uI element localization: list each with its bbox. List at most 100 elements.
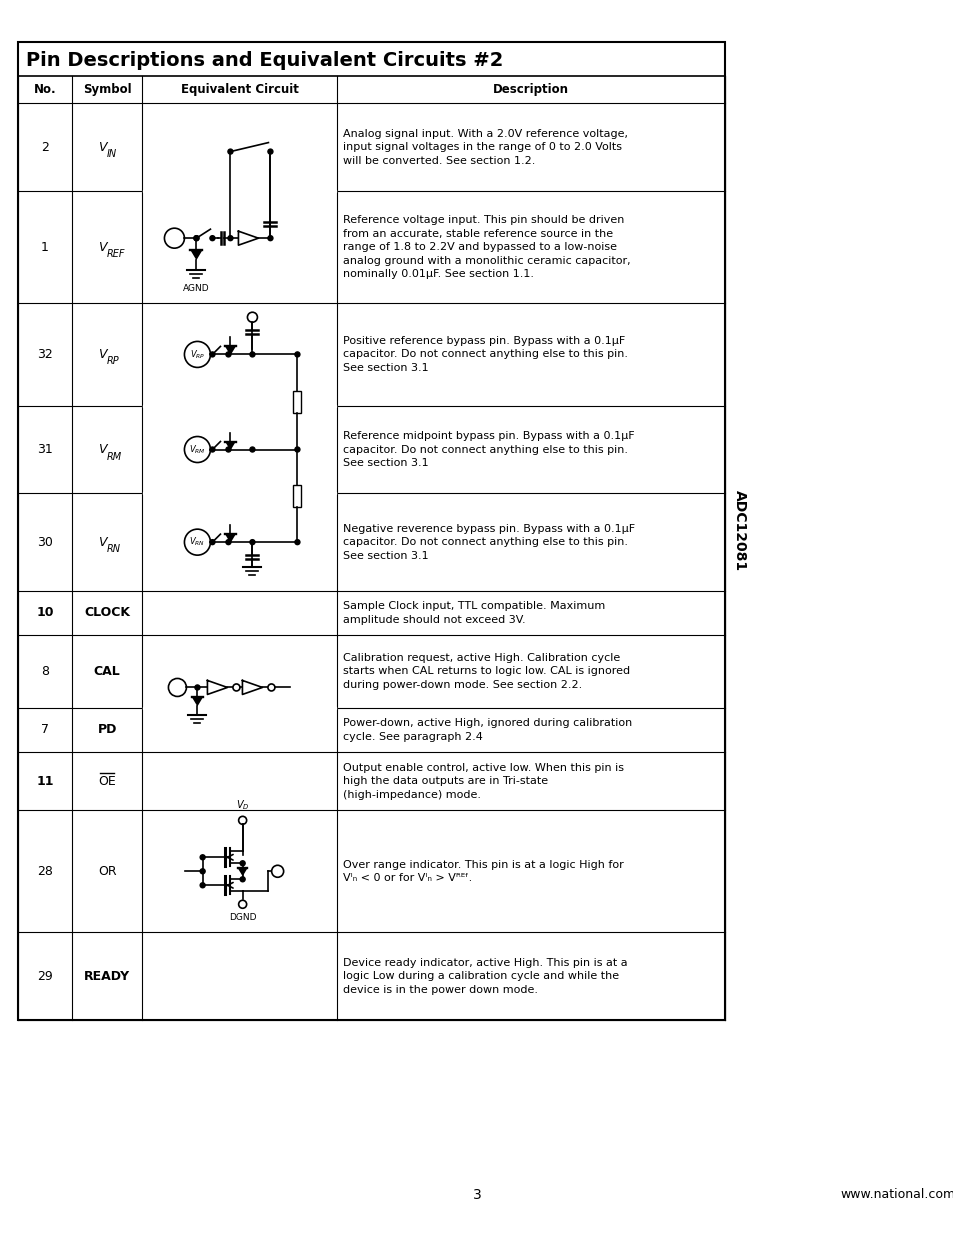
Text: www.national.com: www.national.com (840, 1188, 953, 1202)
Text: See section 3.1: See section 3.1 (342, 363, 428, 373)
Circle shape (210, 236, 214, 241)
Text: capacitor. Do not connect anything else to this pin.: capacitor. Do not connect anything else … (342, 350, 627, 359)
Text: 7: 7 (41, 724, 49, 736)
Text: amplitude should not exceed 3V.: amplitude should not exceed 3V. (342, 615, 525, 625)
Polygon shape (242, 680, 262, 694)
Circle shape (233, 684, 240, 690)
Circle shape (294, 352, 299, 357)
Text: Negative reverence bypass pin. Bypass with a 0.1μF: Negative reverence bypass pin. Bypass wi… (342, 524, 635, 534)
Text: 3: 3 (472, 1188, 481, 1202)
Circle shape (193, 236, 199, 241)
Text: Reference midpoint bypass pin. Bypass with a 0.1μF: Reference midpoint bypass pin. Bypass wi… (342, 431, 634, 441)
Text: RN: RN (107, 545, 121, 555)
Text: Reference voltage input. This pin should be driven: Reference voltage input. This pin should… (342, 215, 623, 225)
Polygon shape (238, 231, 258, 246)
Circle shape (238, 900, 247, 908)
Circle shape (226, 447, 231, 452)
Text: $V_{RN}$: $V_{RN}$ (190, 536, 205, 548)
Text: Symbol: Symbol (83, 83, 132, 96)
Circle shape (268, 236, 273, 241)
Text: device is in the power down mode.: device is in the power down mode. (342, 984, 537, 994)
Circle shape (268, 684, 274, 690)
Text: nominally 0.01μF. See section 1.1.: nominally 0.01μF. See section 1.1. (342, 269, 534, 279)
Text: will be converted. See section 1.2.: will be converted. See section 1.2. (342, 156, 535, 165)
Text: $V_D$: $V_D$ (235, 799, 249, 813)
Text: during power-down mode. See section 2.2.: during power-down mode. See section 2.2. (342, 679, 581, 690)
Bar (18, 42, 724, 1020)
Bar (294, 391, 301, 412)
Polygon shape (207, 680, 227, 694)
Bar (143, 405, 335, 406)
Text: Positive reference bypass pin. Bypass with a 0.1μF: Positive reference bypass pin. Bypass wi… (342, 336, 624, 346)
Text: Pin Descriptions and Equivalent Circuits #2: Pin Descriptions and Equivalent Circuits… (26, 51, 503, 69)
Polygon shape (225, 347, 235, 356)
Text: high the data outputs are in Tri-state: high the data outputs are in Tri-state (342, 776, 547, 785)
Text: Analog signal input. With a 2.0V reference voltage,: Analog signal input. With a 2.0V referen… (342, 128, 627, 138)
Text: Power-down, active High, ignored during calibration: Power-down, active High, ignored during … (342, 718, 632, 729)
Text: 28: 28 (37, 864, 52, 878)
Text: Vᴵₙ < 0 or for Vᴵₙ > Vᴿᴱᶠ.: Vᴵₙ < 0 or for Vᴵₙ > Vᴿᴱᶠ. (342, 873, 472, 883)
Circle shape (238, 816, 247, 824)
Circle shape (268, 149, 273, 154)
Text: Device ready indicator, active High. This pin is at a: Device ready indicator, active High. Thi… (342, 957, 627, 967)
Text: capacitor. Do not connect anything else to this pin.: capacitor. Do not connect anything else … (342, 537, 627, 547)
Bar (294, 485, 301, 506)
Polygon shape (192, 698, 203, 706)
Text: DGND: DGND (229, 913, 256, 923)
Text: 8: 8 (41, 664, 49, 678)
Circle shape (193, 236, 199, 241)
Text: Equivalent Circuit: Equivalent Circuit (180, 83, 298, 96)
Text: 30: 30 (37, 536, 52, 548)
Text: 31: 31 (37, 443, 52, 456)
Text: Description: Description (493, 83, 568, 96)
Text: range of 1.8 to 2.2V and bypassed to a low-noise: range of 1.8 to 2.2V and bypassed to a l… (342, 242, 617, 252)
Text: IN: IN (107, 149, 117, 159)
Circle shape (272, 866, 283, 877)
Text: OE: OE (98, 774, 116, 788)
Bar (143, 493, 335, 494)
Text: READY: READY (84, 969, 130, 983)
Circle shape (250, 540, 254, 545)
Circle shape (200, 855, 205, 860)
Text: 32: 32 (37, 348, 52, 361)
Text: RP: RP (107, 357, 119, 367)
Circle shape (200, 868, 205, 874)
Text: input signal voltages in the range of 0 to 2.0 Volts: input signal voltages in the range of 0 … (342, 142, 621, 152)
Circle shape (228, 236, 233, 241)
Text: from an accurate, stable reference source in the: from an accurate, stable reference sourc… (342, 228, 613, 238)
Text: $V_{RM}$: $V_{RM}$ (189, 443, 206, 456)
Text: (high-impedance) mode.: (high-impedance) mode. (342, 789, 480, 799)
Text: RM: RM (107, 452, 122, 462)
Text: Calibration request, active High. Calibration cycle: Calibration request, active High. Calibr… (342, 653, 619, 663)
Text: 2: 2 (41, 141, 49, 153)
Polygon shape (237, 868, 247, 877)
Polygon shape (191, 251, 202, 261)
Circle shape (240, 877, 245, 882)
Circle shape (226, 540, 231, 545)
Text: analog ground with a monolithic ceramic capacitor,: analog ground with a monolithic ceramic … (342, 256, 630, 266)
Text: CLOCK: CLOCK (84, 606, 130, 619)
Text: 11: 11 (36, 774, 53, 788)
Circle shape (228, 149, 233, 154)
Text: $V_{RP}$: $V_{RP}$ (190, 348, 205, 361)
Text: Sample Clock input, TTL compatible. Maximum: Sample Clock input, TTL compatible. Maxi… (342, 601, 604, 611)
Text: REF: REF (107, 249, 126, 259)
Text: Output enable control, active low. When this pin is: Output enable control, active low. When … (342, 762, 623, 773)
Circle shape (200, 883, 205, 888)
Text: See section 3.1: See section 3.1 (342, 551, 428, 561)
Text: See section 3.1: See section 3.1 (342, 458, 428, 468)
Text: starts when CAL returns to logic low. CAL is ignored: starts when CAL returns to logic low. CA… (342, 667, 629, 677)
Text: PD: PD (97, 724, 116, 736)
Text: capacitor. Do not connect anything else to this pin.: capacitor. Do not connect anything else … (342, 445, 627, 454)
Text: AGND: AGND (183, 284, 210, 293)
Polygon shape (225, 441, 235, 451)
Text: V: V (97, 443, 106, 456)
Text: V: V (97, 141, 106, 153)
Circle shape (226, 352, 231, 357)
Circle shape (210, 540, 214, 545)
Text: V: V (97, 348, 106, 361)
Circle shape (250, 352, 254, 357)
Circle shape (247, 312, 257, 322)
Bar (143, 706, 335, 709)
Text: logic Low during a calibration cycle and while the: logic Low during a calibration cycle and… (342, 971, 618, 981)
